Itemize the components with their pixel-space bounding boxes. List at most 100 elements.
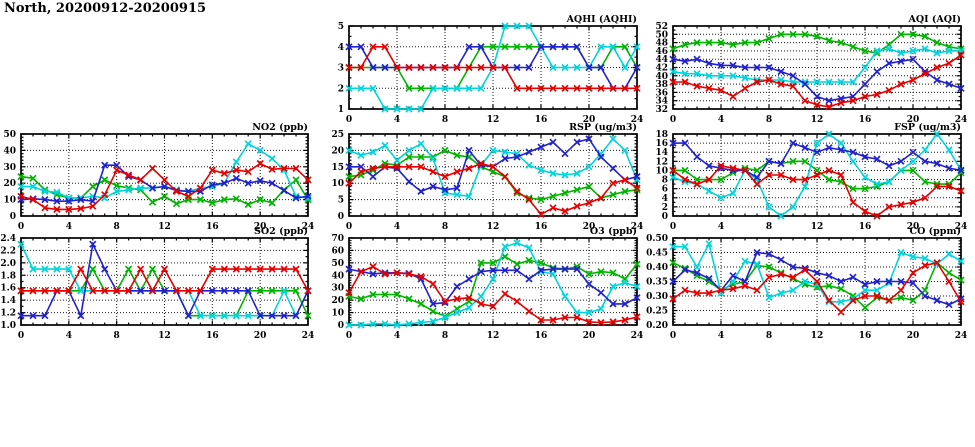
x-tick-label: 4 (66, 222, 72, 232)
chart-rsp: 0 5 10 15 20 25 0 4 8 12 16 20 24 RSP (ug/m3) (331, 122, 644, 232)
x-tick-label: 8 (442, 222, 448, 232)
x-tick-label: 4 (718, 331, 724, 341)
x-tick-label: 20 (907, 115, 920, 125)
x-tick-label: 8 (442, 115, 448, 125)
y-tick-label: 50 (331, 259, 344, 269)
series-blue-markers (669, 248, 965, 309)
y-tick-label: 3 (338, 64, 344, 74)
x-tick-label: 24 (302, 222, 315, 232)
chart-title-co: CO (ppm) (910, 226, 961, 237)
x-tick-label: 8 (114, 331, 120, 341)
y-tick-label: 48 (655, 39, 668, 49)
y-tick-label: 10 (655, 166, 668, 176)
y-tick-label: 30 (331, 284, 344, 294)
y-tick-label: 8 (662, 176, 668, 186)
x-tick-label: 4 (718, 222, 724, 232)
x-tick-label: 20 (907, 222, 920, 232)
chart-title-fsp: FSP (ug/m3) (894, 122, 961, 133)
x-tick-label: 0 (670, 115, 676, 125)
chart-title-so2: SO2 (ppb) (254, 226, 308, 237)
plot-frame (672, 25, 962, 110)
x-tick-label: 12 (811, 222, 824, 232)
series-red-markers (345, 43, 641, 92)
y-tick-label: 1.2 (0, 309, 16, 319)
chart-title-aqi: AQI (AQI) (908, 14, 961, 25)
x-tick-label: 24 (955, 331, 968, 341)
x-tick-label: 20 (254, 222, 267, 232)
x-tick-label: 12 (158, 331, 171, 341)
y-tick-label: 20 (3, 179, 16, 189)
y-tick-label: 52 (655, 22, 668, 32)
x-tick-label: 16 (206, 222, 219, 232)
y-tick-label: 50 (3, 130, 16, 140)
y-tick-label: 70 (331, 234, 344, 244)
plot-frame (672, 133, 962, 217)
series-blue-markers (669, 55, 965, 105)
y-tick-label: 4 (662, 194, 668, 204)
chart-title-no2: NO2 (ppb) (252, 122, 308, 133)
x-tick-label: 4 (66, 331, 72, 341)
chart-title-rsp: RSP (ug/m3) (569, 122, 637, 133)
x-tick-label: 8 (766, 115, 772, 125)
x-tick-label: 0 (670, 222, 676, 232)
x-tick-label: 12 (811, 331, 824, 341)
y-tick-label: 5 (338, 196, 344, 206)
x-tick-label: 16 (859, 331, 872, 341)
x-tick-label: 20 (907, 331, 920, 341)
plot-frame (20, 133, 309, 217)
y-tick-label: 15 (331, 163, 344, 173)
y-tick-label: 0.50 (646, 234, 668, 244)
x-tick-label: 20 (583, 222, 596, 232)
x-tick-label: 4 (718, 115, 724, 125)
y-tick-label: 36 (655, 88, 668, 98)
y-tick-label: 0.25 (646, 307, 668, 317)
y-tick-label: 50 (655, 30, 668, 40)
y-tick-label: 6 (662, 185, 668, 195)
series-red-markers (345, 262, 641, 327)
x-tick-label: 12 (487, 222, 500, 232)
page-title: North, 20200912-20200915 (4, 1, 207, 16)
y-tick-label: 46 (655, 47, 668, 57)
y-tick-label: 0 (338, 212, 344, 222)
y-tick-label: 14 (655, 148, 668, 158)
x-tick-label: 4 (394, 331, 400, 341)
x-tick-label: 24 (631, 115, 644, 125)
series-green-line (348, 149, 638, 201)
y-tick-label: 10 (331, 309, 344, 319)
x-tick-label: 0 (346, 115, 352, 125)
series-red-markers (345, 159, 641, 219)
y-tick-label: 40 (655, 72, 668, 82)
y-tick-label: 18 (655, 130, 668, 140)
plot-frame (20, 237, 309, 326)
x-tick-label: 0 (670, 331, 676, 341)
y-tick-label: 0 (10, 212, 16, 222)
x-tick-label: 24 (955, 222, 968, 232)
x-tick-label: 0 (18, 331, 24, 341)
plot-frame (348, 237, 638, 326)
x-tick-label: 16 (535, 222, 548, 232)
x-tick-label: 20 (583, 115, 596, 125)
x-tick-label: 8 (766, 331, 772, 341)
plot-area-so2: 1.0 1.2 1.4 1.6 1.8 2.0 2.2 2.4 0 4 8 12 16 20 24 SO2 (… (0, 226, 314, 341)
x-tick-label: 16 (535, 115, 548, 125)
y-tick-label: 1.0 (0, 321, 16, 331)
y-tick-label: 20 (331, 146, 344, 156)
y-tick-label: 0.30 (646, 292, 668, 302)
x-tick-label: 12 (158, 222, 171, 232)
y-tick-label: 1.4 (0, 296, 16, 306)
y-tick-label: 2.4 (0, 234, 16, 244)
x-tick-label: 24 (631, 222, 644, 232)
x-tick-label: 4 (394, 222, 400, 232)
x-tick-label: 0 (346, 222, 352, 232)
x-tick-label: 20 (254, 331, 267, 341)
series-cyan-markers (345, 239, 641, 329)
y-tick-label: 32 (655, 105, 668, 115)
series-blue-markers (669, 139, 965, 181)
y-tick-label: 38 (655, 80, 668, 90)
y-tick-label: 5 (338, 22, 344, 32)
